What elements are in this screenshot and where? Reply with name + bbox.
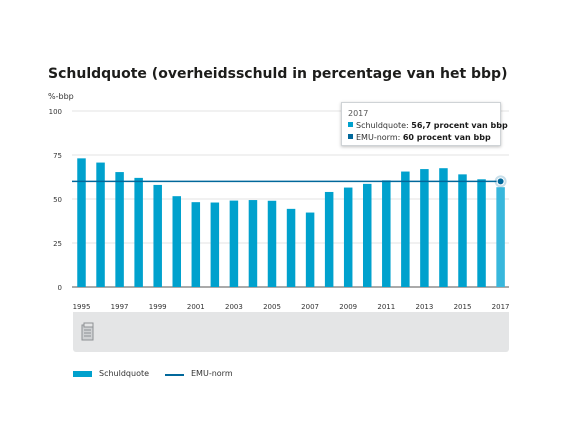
document-icon[interactable] bbox=[81, 322, 95, 346]
tooltip-row2-label: EMU-norm: bbox=[356, 133, 401, 142]
bar-2017[interactable] bbox=[496, 187, 505, 287]
bar-1995[interactable] bbox=[77, 158, 86, 287]
bar-2009[interactable] bbox=[343, 187, 353, 287]
x-tick-label: 2017 bbox=[492, 303, 510, 311]
chart-title: Schuldquote (overheidsschuld in percenta… bbox=[48, 66, 508, 82]
tooltip-year: 2017 bbox=[348, 109, 369, 118]
x-tick-label: 1995 bbox=[73, 303, 91, 311]
x-tick-label: 2001 bbox=[187, 303, 205, 311]
y-tick-label: 0 bbox=[58, 284, 62, 292]
x-tick-label: 2007 bbox=[301, 303, 319, 311]
y-tick-labels: 0 25 50 75 100 bbox=[49, 108, 62, 292]
x-tick-label: 2013 bbox=[415, 303, 433, 311]
bar-2010[interactable] bbox=[363, 183, 372, 287]
tooltip-line-swatch bbox=[348, 134, 353, 139]
tooltip: 2017 Schuldquote: 56,7 procent van bbp E… bbox=[341, 102, 508, 146]
x-tick-label: 2003 bbox=[225, 303, 243, 311]
legend-bar-swatch bbox=[73, 371, 92, 377]
legend-item-schuldquote[interactable]: Schuldquote bbox=[73, 369, 149, 378]
bar-1997[interactable] bbox=[115, 172, 124, 287]
y-tick-label: 50 bbox=[53, 196, 62, 204]
legend-label-schuldquote: Schuldquote bbox=[99, 369, 150, 378]
tooltip-row1-label: Schuldquote: bbox=[356, 121, 409, 130]
y-tick-label: 75 bbox=[53, 152, 62, 160]
x-tick-label: 1999 bbox=[149, 303, 167, 311]
legend-label-emu-norm: EMU-norm bbox=[191, 369, 233, 378]
tooltip-row1-value: 56,7 procent van bbp bbox=[411, 121, 508, 130]
bar-1996[interactable] bbox=[96, 162, 105, 287]
tooltip-row-schuldquote: Schuldquote: 56,7 procent van bbp bbox=[348, 120, 508, 132]
bar-2002[interactable] bbox=[210, 202, 220, 287]
x-tick-labels: 1995 1997 1999 2001 2003 2005 2007 2009 2011 2013… bbox=[73, 303, 510, 311]
tooltip-bar-swatch bbox=[348, 122, 353, 127]
bar-2015[interactable] bbox=[458, 174, 467, 287]
bar-2006[interactable] bbox=[286, 208, 296, 287]
x-tick-label: 2015 bbox=[454, 303, 472, 311]
y-axis-unit-label: %-bbp bbox=[48, 92, 74, 101]
bar-2001[interactable] bbox=[191, 202, 201, 287]
bar-2011[interactable] bbox=[382, 180, 391, 287]
legend-line-swatch bbox=[165, 374, 184, 376]
bar-2012[interactable] bbox=[401, 171, 410, 287]
x-tick-label: 2009 bbox=[339, 303, 357, 311]
bar-2008[interactable] bbox=[324, 191, 334, 287]
bar-1998[interactable] bbox=[134, 177, 143, 287]
emu-norm-marker[interactable] bbox=[496, 177, 505, 186]
bar-1999[interactable] bbox=[153, 184, 162, 287]
legend-item-emu-norm[interactable]: EMU-norm bbox=[165, 369, 233, 378]
bar-2005[interactable] bbox=[267, 200, 277, 287]
x-tick-label: 2005 bbox=[263, 303, 281, 311]
tooltip-row2-value: 60 procent van bbp bbox=[402, 133, 491, 142]
bars bbox=[77, 158, 505, 287]
bar-2014[interactable] bbox=[439, 168, 448, 287]
bar-2013[interactable] bbox=[420, 169, 429, 287]
tooltip-row-emu-norm: EMU-norm: 60 procent van bbp bbox=[348, 132, 494, 144]
bar-2007[interactable] bbox=[305, 212, 315, 287]
bar-chart: 0 25 50 75 100 1995 1997 1999 2001 2003 2005 2007 2… bbox=[49, 108, 510, 311]
bar-2004[interactable] bbox=[248, 200, 258, 287]
y-tick-label: 25 bbox=[53, 240, 62, 248]
bar-2000[interactable] bbox=[172, 196, 182, 287]
x-tick-label: 1997 bbox=[111, 303, 129, 311]
y-tick-label: 100 bbox=[49, 108, 62, 116]
chart-toolbar bbox=[73, 312, 509, 352]
bar-2016[interactable] bbox=[477, 179, 486, 287]
x-tick-label: 2011 bbox=[377, 303, 395, 311]
emu-norm-line bbox=[72, 175, 507, 188]
bar-2003[interactable] bbox=[229, 200, 239, 287]
